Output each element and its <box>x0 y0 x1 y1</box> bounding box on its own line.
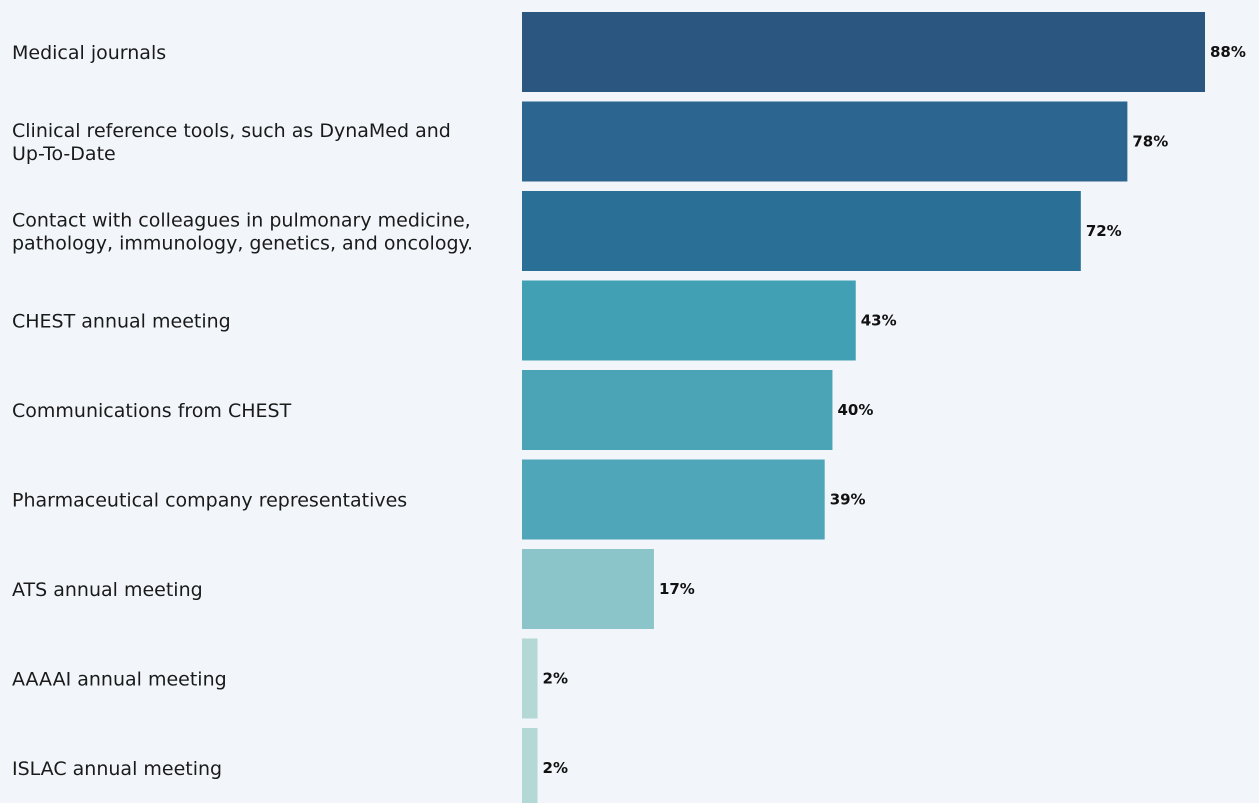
category-label-5-line-0: Pharmaceutical company representatives <box>12 490 407 512</box>
value-label-7: 2% <box>543 670 568 688</box>
category-label-1-line-1: Up-To-Date <box>12 143 116 165</box>
value-label-1: 78% <box>1132 133 1168 151</box>
value-label-4: 40% <box>837 401 873 419</box>
category-label-4-line-0: Communications from CHEST <box>12 400 292 422</box>
category-label-0-line-0: Medical journals <box>12 42 166 64</box>
bar-1 <box>522 101 1128 182</box>
bar-2 <box>522 191 1081 271</box>
bar-8 <box>522 728 538 803</box>
category-label-0: Medical journals <box>12 42 166 64</box>
category-label-2-line-1: pathology, immunology, genetics, and onc… <box>12 233 473 255</box>
category-label-2: Contact with colleagues in pulmonary med… <box>12 210 473 255</box>
value-label-5: 39% <box>830 491 866 509</box>
category-label-8: ISLAC annual meeting <box>12 758 222 780</box>
bar-3 <box>522 280 856 361</box>
category-label-6-line-0: ATS annual meeting <box>12 579 203 601</box>
value-label-8: 2% <box>543 759 568 777</box>
bar-5 <box>522 459 825 540</box>
category-label-5: Pharmaceutical company representatives <box>12 490 407 512</box>
category-label-1-line-0: Clinical reference tools, such as DynaMe… <box>12 120 451 142</box>
category-label-1: Clinical reference tools, such as DynaMe… <box>12 120 451 165</box>
bar-4 <box>522 370 833 450</box>
bar-7 <box>522 638 538 719</box>
bar-6 <box>522 549 654 629</box>
category-label-3: CHEST annual meeting <box>12 311 231 333</box>
category-label-7-line-0: AAAAI annual meeting <box>12 669 227 691</box>
value-label-3: 43% <box>861 312 897 330</box>
category-label-4: Communications from CHEST <box>12 400 292 422</box>
category-label-6: ATS annual meeting <box>12 579 203 601</box>
value-label-6: 17% <box>659 580 695 598</box>
category-label-2-line-0: Contact with colleagues in pulmonary med… <box>12 210 471 232</box>
bar-0 <box>522 12 1205 92</box>
value-label-2: 72% <box>1086 222 1122 240</box>
value-label-0: 88% <box>1210 43 1246 61</box>
category-label-7: AAAAI annual meeting <box>12 669 227 691</box>
category-label-8-line-0: ISLAC annual meeting <box>12 758 222 780</box>
category-label-3-line-0: CHEST annual meeting <box>12 311 231 333</box>
